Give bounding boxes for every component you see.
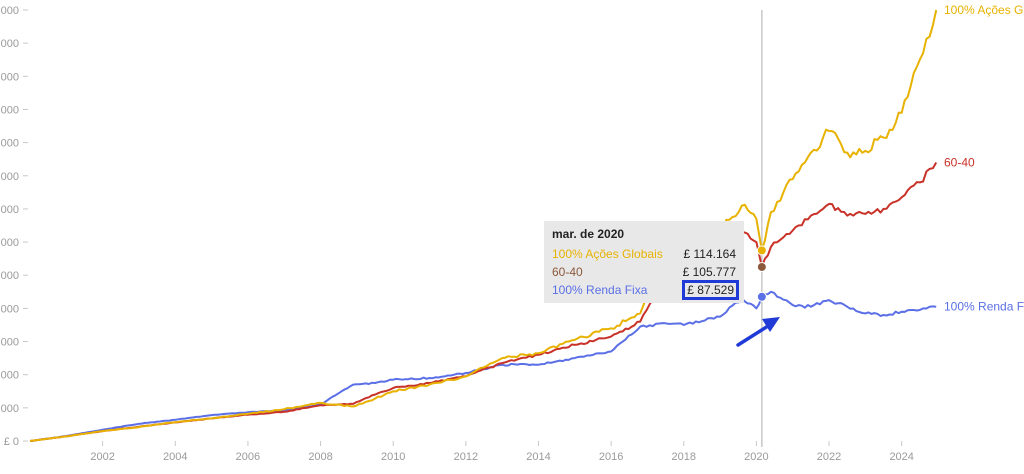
- x-tick-label: 2006: [236, 451, 260, 463]
- hover-point: [756, 245, 767, 256]
- y-tick-label: £ 40.000: [0, 303, 19, 315]
- y-axis: £ 0 £ 10.000 £ 20.000 £ 30.000 £ 40.000 £ 50.…: [0, 5, 28, 448]
- tooltip-label-acoes: 100% Ações Globais: [552, 247, 663, 261]
- y-tick-label: £ 120.000: [0, 38, 19, 50]
- y-tick-label: £ 110.000: [0, 71, 19, 83]
- x-tick-label: 2008: [308, 451, 332, 463]
- y-tick-label: £ 50.000: [0, 270, 19, 282]
- tooltip-title: mar. de 2020: [552, 227, 625, 241]
- x-tick-label: 2010: [381, 451, 405, 463]
- x-tick-label: 2012: [454, 451, 478, 463]
- y-tick-label: £ 130.000: [0, 5, 19, 17]
- tooltip-row-6040: 60-40 £ 105.777: [552, 263, 736, 281]
- arrow-head: [762, 317, 780, 332]
- x-tick-label: 2024: [889, 451, 913, 463]
- series-end-labels: 100% Ações G 60-40 100% Renda F: [944, 3, 1024, 314]
- tooltip-label-6040: 60-40: [552, 265, 583, 279]
- tooltip-value-6040: £ 105.777: [682, 265, 736, 279]
- y-tick-label: £ 100.000: [0, 104, 19, 116]
- x-tick-label: 2016: [599, 451, 623, 463]
- y-tick-label: £ 90.000: [0, 138, 19, 150]
- tooltip-value-renda: £ 87.529: [682, 280, 739, 300]
- x-axis: 2002 2004 2006 2008 2010 2012 2014 2016 2018 2020…: [90, 441, 914, 463]
- hover-points: [756, 245, 767, 302]
- tooltip-label-renda: 100% Renda Fixa: [552, 283, 648, 297]
- x-tick-label: 2022: [817, 451, 841, 463]
- y-tick-label: £ 80.000: [0, 171, 19, 183]
- x-tick-label: 2018: [672, 451, 696, 463]
- y-tick-label: £ 60.000: [0, 237, 19, 249]
- x-tick-label: 2014: [526, 451, 550, 463]
- series-end-label: 100% Ações G: [944, 3, 1023, 17]
- y-tick-label: £ 0: [4, 436, 19, 448]
- x-tick-label: 2020: [744, 451, 768, 463]
- y-tick-label: £ 30.000: [0, 337, 19, 349]
- series-end-label: 100% Renda F: [944, 300, 1024, 314]
- series-line: [29, 9, 938, 442]
- series-line: [29, 290, 937, 442]
- y-tick-label: £ 20.000: [0, 370, 19, 382]
- pointer-arrow: [736, 317, 780, 347]
- arrow-shaft: [736, 324, 770, 347]
- hover-point: [756, 291, 767, 302]
- y-tick-label: £ 10.000: [0, 403, 19, 415]
- series-end-label: 60-40: [944, 156, 975, 170]
- y-tick-label: £ 70.000: [0, 204, 19, 216]
- hover-tooltip: mar. de 2020 100% Ações Globais £ 114.16…: [544, 221, 744, 303]
- tooltip-row-acoes: 100% Ações Globais £ 114.164: [552, 245, 736, 263]
- tooltip-row-renda: 100% Renda Fixa £ 87.529: [552, 280, 739, 300]
- hover-point: [756, 261, 767, 272]
- series-line: [29, 161, 938, 442]
- x-tick-label: 2002: [90, 451, 114, 463]
- tooltip-value-acoes: £ 114.164: [683, 247, 737, 261]
- x-tick-label: 2004: [163, 451, 187, 463]
- series-lines: [29, 9, 938, 442]
